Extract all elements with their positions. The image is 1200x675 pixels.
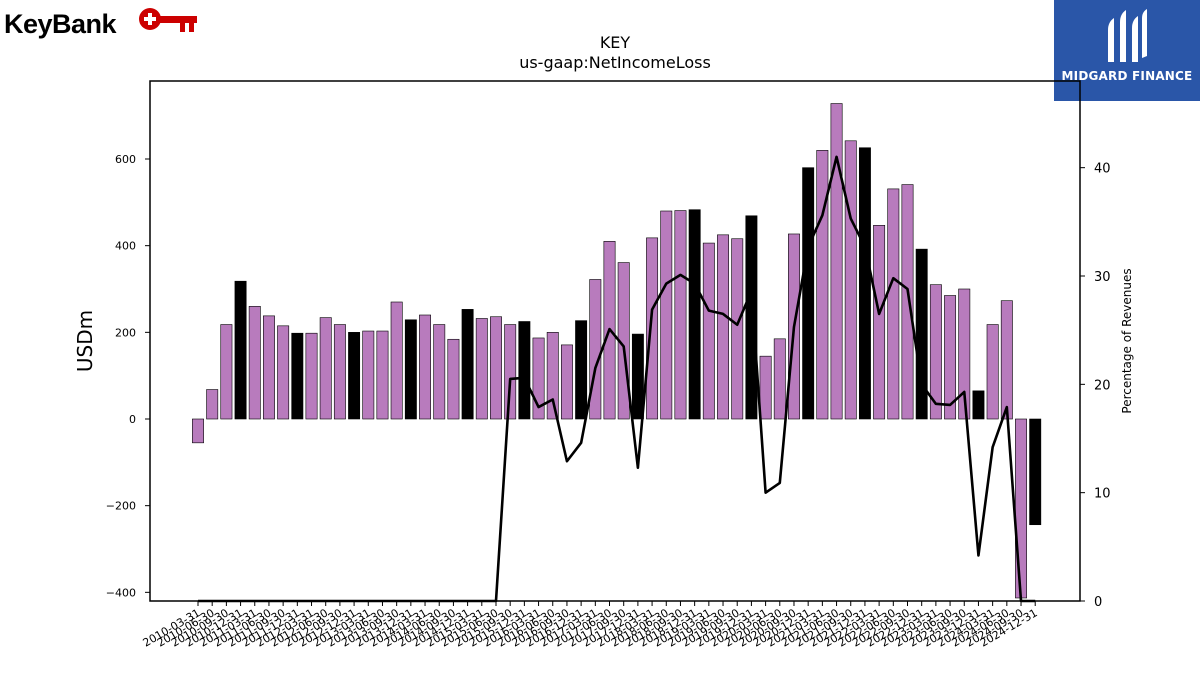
bar-2024-03-31 — [986, 324, 999, 420]
keybank-logo: KeyBank — [4, 4, 204, 40]
bar-2011-03-31 — [248, 306, 261, 420]
bar-2024-12-31 — [1029, 418, 1042, 526]
bar-2021-09-30 — [844, 140, 857, 420]
bar-2016-09-30 — [560, 344, 573, 420]
bar-2022-12-31 — [915, 248, 928, 420]
bar-2023-06-30 — [944, 295, 957, 420]
bar-2019-03-31 — [702, 242, 715, 420]
bar-2012-12-31 — [348, 332, 361, 420]
chart-subtitle: us-gaap:NetIncomeLoss — [519, 53, 711, 72]
bar-2018-06-30 — [660, 210, 673, 420]
bar-2017-12-31 — [631, 333, 644, 420]
bar-2024-09-30 — [1015, 418, 1027, 599]
y2-tick-label: 0 — [1094, 595, 1102, 610]
bar-2021-12-31 — [858, 147, 871, 420]
bar-2019-06-30 — [717, 234, 729, 420]
plot-frame — [149, 80, 1081, 602]
bar-2010-09-30 — [220, 324, 233, 420]
bar-2018-03-31 — [646, 237, 659, 420]
midgard-mark-icon — [1108, 9, 1147, 62]
y-tick-label: −400 — [106, 586, 136, 599]
bar-2023-03-31 — [929, 284, 942, 420]
bar-2022-06-30 — [887, 188, 900, 420]
bar-2020-06-30 — [773, 338, 786, 420]
y-axis-label: USDm — [73, 310, 97, 372]
bar-2012-09-30 — [333, 324, 346, 420]
y-axis-left: −400 −200 0 200 400 600 — [106, 153, 150, 599]
bar-2012-06-30 — [319, 317, 332, 420]
bar-2014-09-30 — [447, 338, 460, 420]
bar-2021-06-30 — [830, 103, 843, 420]
bar-2024-06-30 — [1000, 300, 1013, 420]
bars-layer — [192, 103, 1042, 599]
keybank-logo-text: KeyBank — [4, 9, 118, 39]
bar-2015-09-30 — [504, 324, 517, 420]
bar-2020-03-31 — [759, 355, 772, 420]
y2-tick-label: 40 — [1094, 162, 1111, 177]
bar-2013-09-30 — [390, 301, 403, 420]
y-tick-label: −200 — [106, 500, 136, 513]
bar-2022-03-31 — [873, 225, 886, 420]
bar-2019-12-31 — [745, 215, 758, 420]
bar-2013-03-31 — [362, 330, 375, 420]
bar-2014-12-31 — [461, 309, 474, 420]
bar-2020-12-31 — [802, 167, 815, 420]
bar-2013-12-31 — [404, 319, 417, 420]
y-tick-label: 200 — [115, 326, 136, 339]
bar-2013-06-30 — [376, 330, 389, 420]
bar-2017-03-31 — [589, 279, 602, 420]
bar-2021-03-31 — [816, 150, 829, 420]
chart-title: KEY — [600, 33, 631, 52]
bar-2010-12-31 — [234, 280, 247, 420]
bar-2011-09-30 — [277, 325, 290, 420]
bar-2016-06-30 — [546, 332, 559, 420]
y2-tick-label: 20 — [1094, 378, 1111, 393]
bar-2015-06-30 — [490, 316, 502, 420]
bar-2018-09-30 — [674, 210, 687, 420]
bar-2011-12-31 — [291, 332, 304, 420]
bar-2011-06-30 — [262, 315, 275, 420]
bar-2014-06-30 — [433, 324, 446, 420]
y-tick-label: 600 — [115, 153, 136, 166]
bar-2023-12-31 — [972, 390, 985, 420]
midgard-finance-name: MIDGARD FINANCE — [1061, 69, 1193, 83]
y2-axis-label: Percentage of Revenues — [1120, 268, 1134, 413]
bar-2019-09-30 — [731, 238, 744, 420]
bar-2018-12-31 — [688, 209, 701, 420]
bar-2015-12-31 — [518, 321, 531, 420]
y-axis-right: 0 10 20 30 40 — [1080, 162, 1111, 610]
x-axis: 2010-03-312010-06-302010-09-302010-12-31… — [141, 601, 1040, 650]
y-tick-label: 400 — [115, 240, 136, 253]
midgard-finance-logo: MIDGARD FINANCE — [1054, 0, 1200, 101]
bar-2023-09-30 — [958, 288, 971, 420]
bar-2016-03-31 — [532, 337, 545, 420]
bar-2016-12-31 — [575, 320, 588, 420]
bar-2010-06-30 — [206, 389, 219, 420]
y-tick-label: 0 — [129, 413, 136, 426]
bar-2015-03-31 — [475, 318, 488, 420]
bar-2022-09-30 — [901, 184, 914, 420]
bar-2014-03-31 — [419, 314, 431, 420]
bar-2010-03-31 — [192, 418, 204, 444]
bar-2012-03-31 — [305, 332, 318, 420]
y2-tick-label: 30 — [1094, 270, 1111, 285]
y2-tick-label: 10 — [1094, 487, 1111, 502]
